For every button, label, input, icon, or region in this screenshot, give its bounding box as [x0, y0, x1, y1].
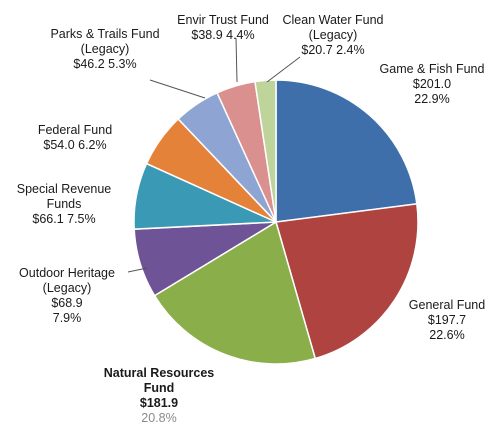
slice-name: Funds — [46, 197, 82, 211]
slice-name: Game & Fish Fund — [379, 62, 485, 76]
slice-value: $201.0 — [412, 77, 452, 91]
slice-name: (Legacy) — [42, 281, 92, 295]
slice-label-game-fish-fund: Game & Fish Fund $201.0 22.9% — [380, 62, 485, 107]
slice-label-natural-resources-fund: Natural Resources Fund $181.9 20.8% — [104, 366, 214, 426]
slice-value: $197.7 — [427, 313, 467, 327]
pie-slices — [133, 79, 419, 365]
slice-name: Federal Fund — [37, 123, 113, 137]
leader-line-clean-water-fund-legacy — [266, 56, 301, 83]
slice-name: (Legacy) — [80, 42, 130, 56]
slice-name: (Legacy) — [308, 28, 358, 42]
slice-label-general-fund: General Fund $197.7 22.6% — [409, 298, 485, 343]
slice-percent: 22.6% — [429, 328, 465, 342]
slice-percent: 4.4% — [226, 28, 255, 42]
leader-lines — [127, 37, 301, 273]
pie-slice-game-fish-fund — [275, 79, 418, 223]
slice-label-envir-trust-fund: Envir Trust Fund $38.9 4.4% — [177, 13, 269, 43]
pie-slice-natural-resources-fund — [153, 220, 317, 365]
pie-slice-clean-water-fund-legacy — [254, 79, 277, 223]
leader-line-parks-trails-fund-legacy — [149, 79, 206, 99]
slice-value: $20.7 — [301, 43, 333, 57]
slice-percent: 22.9% — [414, 92, 450, 106]
pie-slice-general-fund — [275, 203, 419, 360]
slice-label-federal-fund: Federal Fund $54.0 6.2% — [38, 123, 112, 153]
slice-name: Clean Water Fund — [282, 13, 384, 27]
slice-name: Envir Trust Fund — [177, 13, 269, 27]
slice-percent: 6.2% — [78, 138, 107, 152]
slice-percent: 7.9% — [52, 311, 82, 325]
slice-percent: 20.8% — [141, 411, 177, 425]
slice-label-special-revenue-funds: Special Revenue Funds $66.1 7.5% — [17, 182, 112, 227]
slice-name: Parks & Trails Fund — [50, 27, 160, 41]
leader-line-outdoor-heritage-legacy — [127, 267, 148, 273]
slice-value: $66.1 — [32, 212, 64, 226]
slice-name: Outdoor Heritage — [19, 266, 115, 280]
slice-label-clean-water-fund-legacy: Clean Water Fund (Legacy) $20.7 2.4% — [283, 13, 384, 58]
slice-name: General Fund — [408, 298, 486, 312]
slice-percent: 2.4% — [336, 43, 365, 57]
slice-label-outdoor-heritage-legacy: Outdoor Heritage (Legacy) $68.9 7.9% — [19, 266, 115, 326]
leader-line-envir-trust-fund — [235, 37, 238, 83]
slice-percent: 5.3% — [108, 57, 137, 71]
slice-percent: 7.5% — [67, 212, 96, 226]
slice-name: Natural Resources — [103, 366, 215, 380]
slice-name: Special Revenue — [16, 182, 112, 196]
slice-value: $181.9 — [139, 396, 179, 410]
slice-value: $38.9 — [191, 28, 223, 42]
slice-name: Fund — [143, 381, 175, 395]
slice-value: $68.9 — [51, 296, 83, 310]
slice-value: $46.2 — [73, 57, 105, 71]
slice-label-parks-trails-fund-legacy: Parks & Trails Fund (Legacy) $46.2 5.3% — [50, 27, 159, 72]
slice-value: $54.0 — [43, 138, 75, 152]
